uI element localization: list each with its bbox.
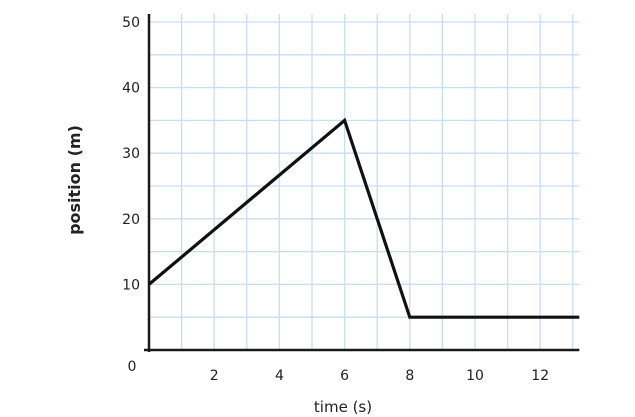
series-line — [147, 117, 580, 319]
y-tick-label: 20 — [122, 212, 140, 228]
axes — [144, 14, 580, 352]
y-tick-label: 10 — [122, 277, 140, 293]
x-axis-title: time (s) — [314, 398, 372, 416]
y-tick-label: 40 — [122, 81, 140, 97]
y-axis-title: position (m) — [65, 125, 84, 235]
y-tick-label: 50 — [122, 15, 140, 31]
x-tick-label: 6 — [340, 368, 349, 384]
x-tick-label: 10 — [466, 368, 484, 384]
y-tick-label: 30 — [122, 146, 140, 162]
series-layer — [147, 117, 580, 319]
y-tick-label: 0 — [128, 359, 137, 375]
x-tick-label: 2 — [210, 368, 219, 384]
tick-labels: 0 10 20 30 40 50 2 4 6 8 10 12 — [122, 15, 549, 384]
x-tick-label: 8 — [405, 368, 414, 384]
x-tick-label: 12 — [531, 368, 549, 384]
x-tick-label: 4 — [275, 368, 284, 384]
